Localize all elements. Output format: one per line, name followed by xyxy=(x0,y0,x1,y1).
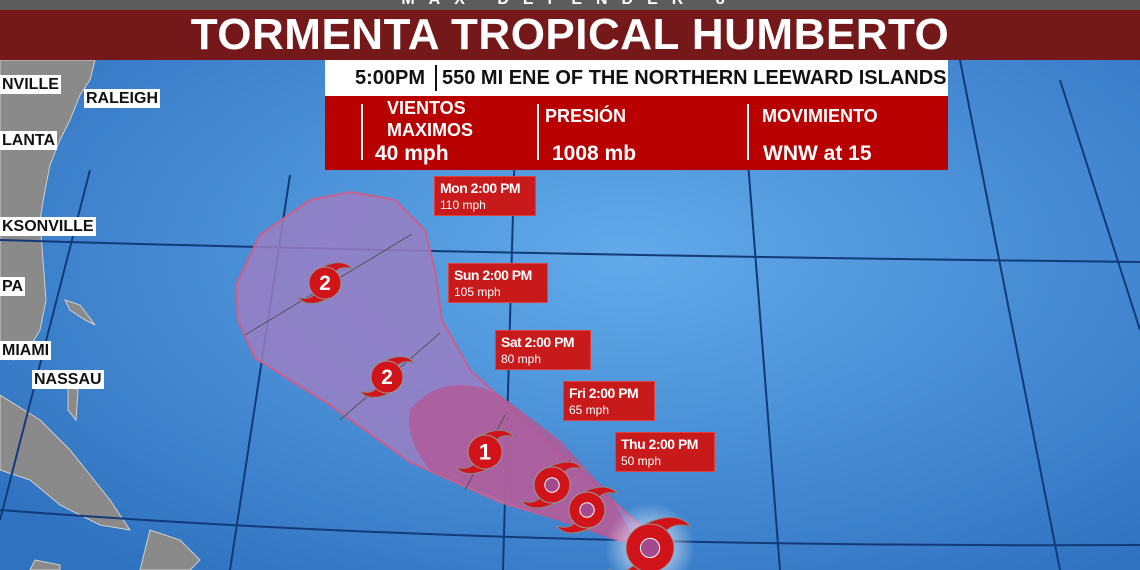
forecast-time: Fri 2:00 PM xyxy=(569,385,639,401)
advisory-time: 5:00PM xyxy=(325,65,437,91)
city-label: NVILLE xyxy=(0,75,61,94)
movement-value: WNW at 15 xyxy=(763,142,872,165)
tropical-storm-icon xyxy=(519,461,585,509)
tropical-storm-icon xyxy=(554,486,620,534)
forecast-label-mon: Mon 2:00 PM 110 mph xyxy=(434,176,536,216)
city-label: PA xyxy=(0,277,26,296)
network-strip: MAX DEFENDER 8 xyxy=(0,0,1140,10)
hurricane-icon: 1 xyxy=(454,429,516,475)
hurricane-icon: 2 xyxy=(296,262,354,304)
city-label: NASSAU xyxy=(32,370,104,389)
advisory-panel: 5:00PM 550 MI ENE OF THE NORTHERN LEEWAR… xyxy=(325,60,948,170)
forecast-label-sun: Sun 2:00 PM 105 mph xyxy=(448,263,548,303)
forecast-label-thu: Thu 2:00 PM 50 mph xyxy=(615,432,715,472)
city-label: MIAMI xyxy=(0,341,52,360)
forecast-wind: 105 mph xyxy=(454,285,501,299)
current-storm-icon xyxy=(607,516,693,570)
category-number: 1 xyxy=(479,440,491,465)
city-label: RALEIGH xyxy=(84,89,160,108)
divider xyxy=(537,104,539,160)
forecast-time: Sat 2:00 PM xyxy=(501,334,575,350)
forecast-label-sat: Sat 2:00 PM 80 mph xyxy=(495,330,591,370)
winds-label-1: VIENTOS xyxy=(387,98,466,118)
forecast-time: Thu 2:00 PM xyxy=(621,436,698,452)
forecast-wind: 110 mph xyxy=(440,198,486,212)
forecast-label-fri: Fri 2:00 PM 65 mph xyxy=(563,381,655,421)
movement-label: MOVIMIENTO xyxy=(762,106,878,126)
divider xyxy=(747,104,749,160)
forecast-time: Mon 2:00 PM xyxy=(440,180,521,196)
divider xyxy=(361,104,363,160)
winds-label-2: MAXIMOS xyxy=(387,120,474,140)
forecast-wind: 80 mph xyxy=(501,352,542,366)
storm-title: TORMENTA TROPICAL HUMBERTO xyxy=(0,10,1140,60)
advisory-location: 550 MI ENE OF THE NORTHERN LEEWARD ISLAN… xyxy=(442,66,947,89)
pressure-label: PRESIÓN xyxy=(545,106,627,126)
forecast-wind: 65 mph xyxy=(569,403,610,417)
network-name: MAX DEFENDER 8 xyxy=(0,0,1140,9)
category-number: 2 xyxy=(381,366,393,389)
forecast-wind: 50 mph xyxy=(621,454,662,468)
winds-value: 40 mph xyxy=(375,142,449,165)
forecast-time: Sun 2:00 PM xyxy=(454,267,532,283)
pressure-value: 1008 mb xyxy=(552,142,637,165)
category-number: 2 xyxy=(319,272,331,295)
hurricane-icon: 2 xyxy=(358,356,416,398)
city-label: KSONVILLE xyxy=(0,217,96,236)
city-label: LANTA xyxy=(0,131,58,150)
